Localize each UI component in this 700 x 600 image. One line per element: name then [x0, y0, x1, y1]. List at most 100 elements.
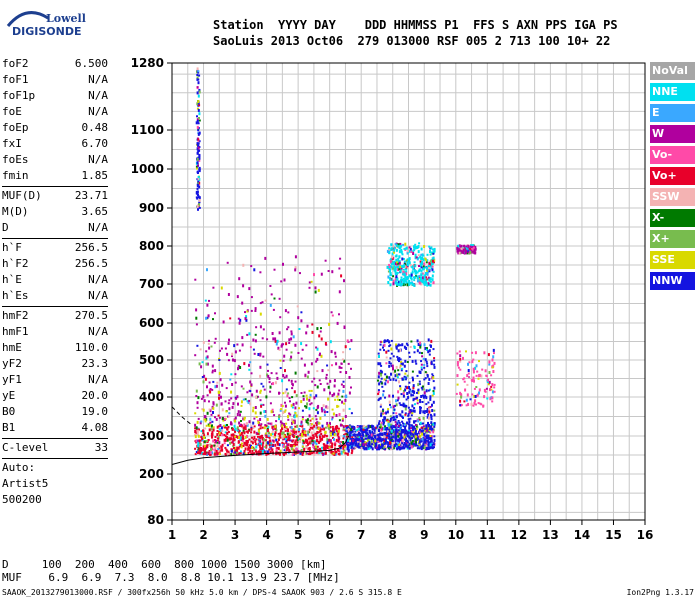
- echo-point: [359, 443, 362, 447]
- echo-point: [258, 442, 261, 446]
- echo-point: [257, 353, 260, 356]
- echo-point: [292, 335, 295, 339]
- echo-point: [397, 258, 400, 261]
- echo-point: [429, 443, 432, 447]
- echo-point: [260, 423, 263, 426]
- echo-point: [405, 272, 408, 276]
- echo-point: [253, 352, 256, 355]
- echo-point: [398, 255, 401, 259]
- echo-point: [468, 361, 471, 364]
- echo-point: [406, 421, 408, 425]
- echo-point: [230, 390, 233, 394]
- echo-point: [220, 426, 223, 430]
- echo-point: [205, 362, 208, 366]
- echo-point: [387, 275, 390, 279]
- echo-point: [334, 452, 337, 456]
- echo-point: [420, 266, 423, 269]
- echo-point: [271, 448, 274, 451]
- echo-point: [301, 442, 304, 445]
- param-value: 19.0: [81, 405, 109, 418]
- echo-point: [239, 452, 242, 455]
- echo-point: [205, 356, 208, 360]
- echo-point: [195, 426, 198, 430]
- y-tick-label: 900: [139, 201, 164, 215]
- echo-point: [323, 435, 326, 438]
- echo-point: [253, 447, 256, 451]
- echo-point: [260, 382, 263, 385]
- echo-point: [483, 388, 486, 392]
- echo-point: [472, 367, 475, 371]
- echo-point: [289, 358, 292, 362]
- echo-point: [244, 424, 247, 428]
- param-value: 256.5: [74, 257, 108, 270]
- echo-point: [402, 402, 405, 406]
- echo-point: [299, 272, 301, 275]
- echo-point: [392, 377, 395, 381]
- echo-point: [198, 167, 201, 171]
- echo-point: [398, 250, 401, 254]
- echo-point: [488, 363, 491, 366]
- echo-point: [204, 377, 207, 381]
- echo-point: [382, 422, 385, 426]
- echo-point: [259, 447, 262, 451]
- echo-point: [428, 410, 431, 414]
- echo-point: [406, 392, 409, 395]
- echo-point: [420, 263, 423, 266]
- echo-point: [291, 387, 294, 390]
- echo-point: [333, 384, 336, 388]
- echo-point: [315, 423, 318, 426]
- echo-point: [194, 433, 197, 436]
- echo-point: [346, 426, 349, 429]
- echo-point: [391, 255, 394, 259]
- echo-point: [343, 359, 346, 363]
- echo-point: [323, 410, 326, 414]
- echo-point: [393, 247, 396, 250]
- echo-point: [218, 441, 221, 445]
- echo-point: [216, 430, 219, 432]
- echo-point: [374, 445, 377, 449]
- echo-point: [294, 371, 297, 375]
- echo-point: [243, 416, 246, 419]
- echo-point: [424, 394, 427, 398]
- echo-point: [323, 434, 326, 437]
- echo-point: [197, 138, 200, 141]
- echo-point: [428, 279, 431, 282]
- echo-point: [315, 360, 318, 363]
- echo-point: [397, 429, 400, 432]
- echo-point: [316, 451, 319, 454]
- echo-point: [423, 411, 426, 414]
- echo-point: [387, 270, 390, 273]
- echo-point: [396, 399, 399, 402]
- echo-point: [239, 318, 242, 322]
- echo-point: [340, 383, 343, 386]
- echo-point: [385, 419, 388, 422]
- echo-point: [392, 405, 395, 409]
- echo-point: [424, 427, 427, 430]
- echo-point: [474, 395, 477, 398]
- echo-point: [353, 433, 356, 436]
- echo-point: [390, 243, 393, 247]
- echo-point: [236, 429, 239, 432]
- echo-point: [427, 338, 430, 342]
- echo-point: [425, 272, 427, 275]
- echo-point: [342, 428, 345, 431]
- echo-point: [406, 439, 409, 442]
- echo-point: [397, 390, 400, 394]
- echo-point: [198, 153, 201, 157]
- echo-point: [295, 401, 298, 405]
- echo-point: [395, 261, 398, 264]
- echo-point: [410, 426, 412, 429]
- echo-point: [300, 392, 303, 394]
- echo-point: [361, 425, 364, 428]
- echo-point: [384, 379, 387, 382]
- echo-point: [240, 433, 243, 436]
- echo-point: [275, 448, 278, 452]
- echo-point: [356, 428, 359, 431]
- echo-point: [420, 447, 423, 451]
- echo-point: [457, 251, 460, 255]
- echo-point: [197, 142, 200, 145]
- echo-point: [414, 253, 417, 257]
- echo-point: [490, 385, 493, 388]
- echo-point: [195, 316, 198, 320]
- echo-point: [215, 403, 218, 407]
